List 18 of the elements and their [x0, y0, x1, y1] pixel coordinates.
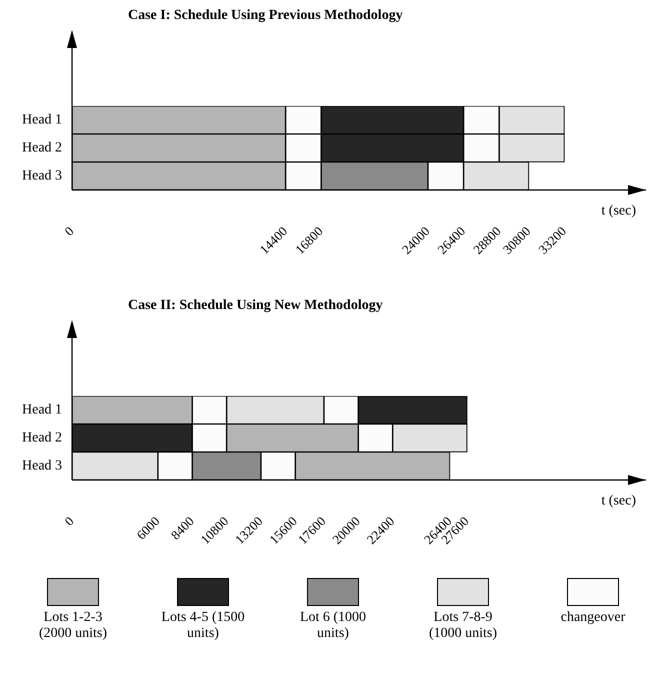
- x-tick-label: 6000: [133, 513, 162, 542]
- x-axis-title: t (sec): [601, 494, 636, 509]
- legend-label: Lots 7-8-9 (1000 units): [428, 610, 498, 642]
- y-tick-label: Head 2: [22, 430, 62, 446]
- y-tick-label: Head 3: [22, 168, 62, 184]
- y-tick-label: Head 1: [22, 402, 62, 418]
- legend-label: Lots 1-2-3 (2000 units): [38, 610, 108, 642]
- y-tick-label: Head 1: [22, 112, 62, 128]
- legend-label: Lots 4-5 (1500 units): [160, 610, 246, 642]
- chart-title: Case I: Schedule Using Previous Methodology: [128, 8, 404, 25]
- chart-title: Case II: Schedule Using New Methodology: [128, 298, 384, 315]
- legend-label: changeover: [560, 610, 626, 626]
- y-tick-label: Head 3: [22, 458, 62, 474]
- y-tick-label: Head 2: [22, 140, 62, 156]
- x-axis-title: t (sec): [601, 204, 636, 219]
- x-tick-label: 0: [61, 513, 77, 529]
- legend-label: Lot 6 (1000 units): [298, 610, 368, 642]
- x-tick-label: 0: [61, 223, 77, 239]
